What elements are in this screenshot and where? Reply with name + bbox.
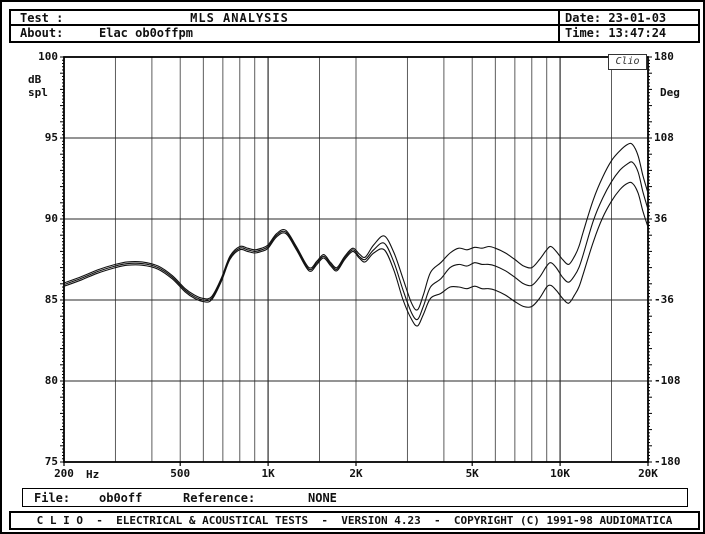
file-bar: File: ob0off Reference: NONE [22, 488, 688, 507]
about-value: Elac ob0offpm [99, 26, 193, 40]
time-cell: Time: 13:47:24 [558, 26, 698, 41]
x-axis-label: 200 [54, 467, 74, 480]
x-axis-label: 20K [638, 467, 658, 480]
y-right-unit-label: Deg [660, 86, 680, 99]
header-row-about: About: Elac ob0offpm Time: 13:47:24 [11, 26, 698, 41]
plot-frame [63, 56, 649, 463]
time-label: Time: [565, 26, 602, 40]
y-right-axis-label: -36 [654, 293, 674, 306]
x-axis-label: 500 [170, 467, 191, 480]
y-left-axis-label: 85 [44, 293, 58, 306]
reference-value: NONE [308, 491, 337, 505]
y-left-unit-label: dB spl [28, 73, 48, 99]
y-right-axis-label: 36 [654, 212, 668, 225]
y-left-axis-label: 80 [44, 374, 58, 387]
y-left-axis-label: 90 [44, 212, 58, 225]
lower-response-curve [64, 181, 648, 327]
x-axis-label: 1K [261, 467, 275, 480]
date-value: 23-01-03 [608, 11, 667, 25]
clio-logo-stamp: Clio [608, 54, 647, 70]
file-label: File: [34, 491, 71, 505]
x-axis-label: 5K [465, 467, 479, 480]
x-axis-label: 10K [550, 467, 571, 480]
x-unit-label: Hz [86, 468, 100, 481]
y-right-axis-label: 180 [654, 50, 674, 63]
middle-response-curve [64, 161, 648, 321]
date-cell: Date: 23-01-03 [558, 11, 698, 25]
footer-credit: C L I O - ELECTRICAL & ACOUSTICAL TESTS … [9, 511, 700, 530]
upper-response-curve [64, 142, 648, 311]
y-right-axis-label: 108 [654, 131, 674, 144]
file-value: ob0off [99, 491, 143, 505]
page-title: MLS ANALYSIS [190, 11, 289, 25]
y-left-axis-label: 100 [38, 50, 58, 63]
y-left-axis-label: 75 [44, 455, 58, 468]
reference-label: Reference: [183, 491, 256, 505]
y-left-axis-label: 95 [44, 131, 58, 144]
header: Test : MLS ANALYSIS Date: 23-01-03 About… [9, 9, 700, 43]
about-label: About: [20, 26, 64, 40]
y-right-axis-label: -108 [654, 374, 681, 387]
date-label: Date: [565, 11, 602, 25]
x-axis-label: 2K [349, 467, 363, 480]
y-right-axis-label: -180 [654, 455, 681, 468]
test-label: Test : [20, 11, 64, 25]
time-value: 13:47:24 [608, 26, 667, 40]
header-row-test: Test : MLS ANALYSIS Date: 23-01-03 [11, 11, 698, 26]
